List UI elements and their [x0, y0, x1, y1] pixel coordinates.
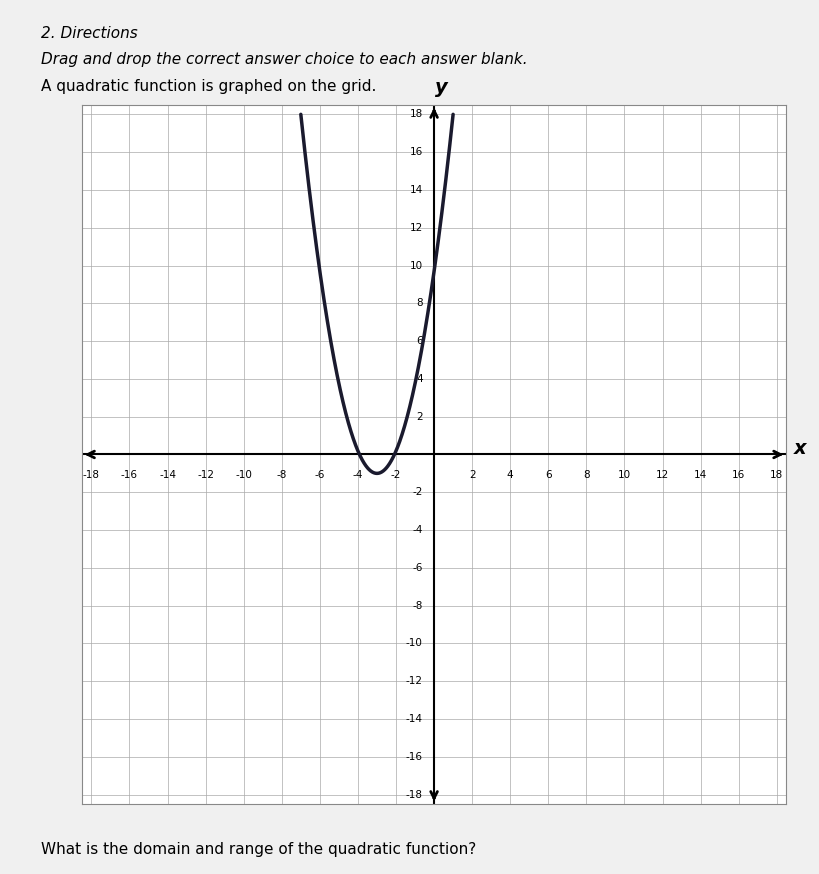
Text: 14: 14 [410, 185, 423, 195]
Text: 8: 8 [583, 469, 590, 480]
Text: 16: 16 [732, 469, 745, 480]
Text: 12: 12 [656, 469, 669, 480]
Text: y: y [436, 79, 448, 97]
Text: -18: -18 [405, 789, 423, 800]
Text: -16: -16 [405, 752, 423, 762]
Text: A quadratic function is graphed on the grid.: A quadratic function is graphed on the g… [41, 79, 376, 94]
Text: x: x [794, 440, 807, 458]
Text: -6: -6 [314, 469, 325, 480]
Text: -12: -12 [405, 676, 423, 686]
Text: What is the domain and range of the quadratic function?: What is the domain and range of the quad… [41, 842, 476, 857]
Text: -14: -14 [405, 714, 423, 724]
Text: -2: -2 [391, 469, 401, 480]
Text: -12: -12 [197, 469, 214, 480]
Text: 2: 2 [468, 469, 476, 480]
Text: -18: -18 [83, 469, 100, 480]
Text: -16: -16 [121, 469, 138, 480]
Text: -10: -10 [235, 469, 252, 480]
Text: -10: -10 [405, 638, 423, 649]
Text: -14: -14 [159, 469, 176, 480]
Text: 4: 4 [416, 374, 423, 384]
Text: 8: 8 [416, 298, 423, 309]
Text: Drag and drop the correct answer choice to each answer blank.: Drag and drop the correct answer choice … [41, 52, 527, 67]
Text: -8: -8 [412, 600, 423, 611]
Text: -4: -4 [353, 469, 363, 480]
Text: 2. Directions: 2. Directions [41, 26, 138, 41]
Text: -8: -8 [277, 469, 287, 480]
Text: 6: 6 [416, 336, 423, 346]
Text: -6: -6 [412, 563, 423, 572]
Text: -4: -4 [412, 525, 423, 535]
Text: 16: 16 [410, 147, 423, 157]
Text: 12: 12 [410, 223, 423, 232]
Text: 10: 10 [410, 260, 423, 271]
Text: 18: 18 [770, 469, 783, 480]
Text: 6: 6 [545, 469, 552, 480]
Text: 14: 14 [694, 469, 707, 480]
Text: 2: 2 [416, 412, 423, 421]
Text: -2: -2 [412, 488, 423, 497]
Text: 4: 4 [507, 469, 514, 480]
Text: 10: 10 [618, 469, 631, 480]
Text: 18: 18 [410, 109, 423, 120]
